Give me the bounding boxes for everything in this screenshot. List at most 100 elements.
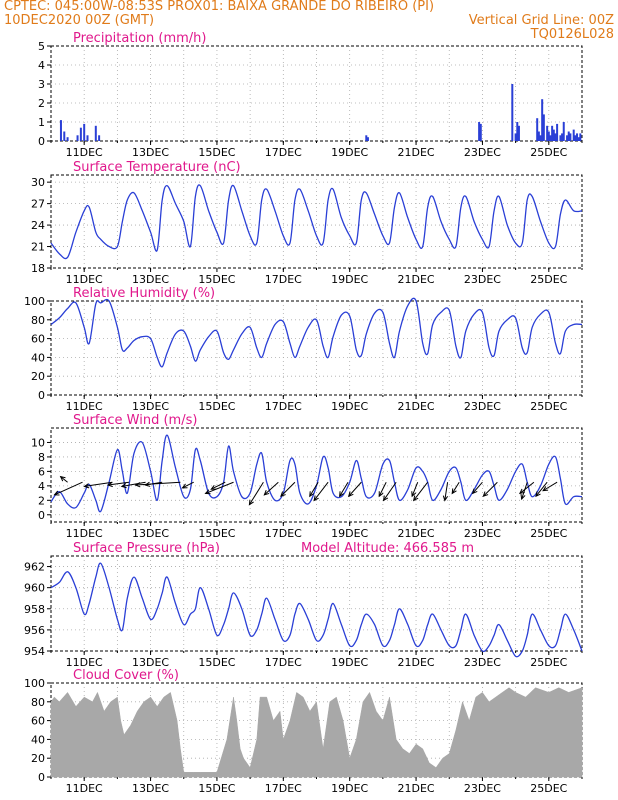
precip-bar (517, 125, 520, 141)
precip-bar (366, 137, 369, 141)
precip-bar (94, 125, 97, 141)
panel-6: 0 20 40 60 80 100 11DEC 13DEC 15DEC 17DEC 19DEC 21D… (24, 668, 583, 795)
precip-bar (572, 129, 575, 141)
wind-vector (472, 481, 483, 494)
precip-bar (511, 84, 514, 141)
wind-vector-head (520, 494, 526, 501)
precip-bar (63, 131, 66, 141)
plot-frame (50, 300, 583, 396)
wind-vector (182, 481, 194, 489)
wind-vector (263, 481, 279, 496)
x-tick-label: 11DEC (66, 273, 103, 286)
wind-vector-head (442, 495, 449, 502)
wind-vector (542, 481, 558, 492)
wind-vector-head (181, 483, 188, 489)
wind-vector (121, 481, 146, 487)
x-tick-label: 25DEC (530, 273, 567, 286)
precip-bar (551, 125, 554, 141)
y-tick-label: 80 (31, 314, 45, 327)
y-tick-label: 1 (38, 116, 45, 129)
x-tick-label: 23DEC (464, 656, 501, 669)
x-tick-label: 19DEC (331, 656, 368, 669)
panel-title: Surface Temperature (nC) (73, 160, 241, 175)
wind-vector (348, 481, 362, 497)
panel-title: Surface Wind (m/s) (73, 413, 197, 428)
precip-bar (536, 118, 539, 141)
x-tick-label: 13DEC (132, 656, 169, 669)
x-tick-label: 15DEC (198, 400, 235, 413)
x-tick-label: 11DEC (66, 146, 103, 159)
x-tick-label: 11DEC (66, 656, 103, 669)
wind-vector (451, 481, 460, 494)
precip-bar (516, 122, 519, 141)
x-tick-label: 25DEC (530, 782, 567, 795)
precip-bar (478, 122, 481, 141)
x-tick-label: 11DEC (66, 527, 103, 540)
precip-bar (365, 135, 368, 141)
x-tick-label: 15DEC (198, 146, 235, 159)
wind-vector-head (482, 491, 489, 498)
panel-title: Cloud Cover (%) (73, 668, 179, 683)
panel-title: Precipitation (mm/h) (73, 31, 206, 46)
panel-5: 954 956 958 960 962 11DEC 13DEC 15DEC 17DEC 19DEC… (24, 541, 583, 669)
wind-vector (84, 481, 113, 487)
wind-vector (519, 481, 535, 494)
precip-bar (559, 135, 562, 141)
y-tick-label: 21 (31, 241, 45, 254)
wind-vector-head (347, 491, 354, 498)
wind-vector (535, 481, 548, 497)
precip-bar (566, 135, 569, 141)
y-tick-label: 0 (38, 389, 45, 402)
wind-vector-head (382, 495, 389, 502)
x-tick-label: 25DEC (530, 400, 567, 413)
x-tick-label: 17DEC (265, 782, 302, 795)
x-tick-label: 11DEC (66, 782, 103, 795)
x-tick-label: 17DEC (265, 400, 302, 413)
y-tick-label: 100 (24, 295, 45, 308)
x-tick-label: 11DEC (66, 400, 103, 413)
wind-vector (211, 481, 226, 490)
wind-vector-head (210, 484, 217, 490)
series-line (50, 434, 583, 513)
precip-bar (546, 125, 549, 141)
y-tick-label: 20 (31, 752, 45, 765)
x-tick-label: 19DEC (331, 527, 368, 540)
wind-vector (280, 481, 296, 497)
precip-bar (83, 123, 86, 141)
y-tick-label: 960 (24, 582, 45, 595)
wind-vector (378, 482, 387, 497)
wind-vector-head (120, 483, 127, 489)
precip-bar (554, 133, 557, 141)
precip-bar (539, 135, 542, 141)
wind-vector (54, 481, 83, 496)
x-tick-label: 21DEC (398, 782, 435, 795)
wind-vector-head (471, 488, 478, 495)
wind-vector (313, 481, 329, 501)
cloud-cover-area (50, 687, 583, 778)
wind-vector (521, 482, 528, 500)
x-tick-label: 15DEC (198, 656, 235, 669)
wind-vector-head (134, 482, 141, 488)
y-tick-label: 958 (24, 603, 45, 616)
x-tick-label: 15DEC (198, 527, 235, 540)
y-tick-label: 80 (31, 696, 45, 709)
y-tick-label: 60 (31, 715, 45, 728)
wind-vector (383, 481, 397, 501)
precip-bar (79, 127, 82, 141)
wind-vector-head (144, 481, 151, 487)
chart-header: CPTEC: 045:00W-08:53S PROX01: BAIXA GRAN… (0, 0, 618, 46)
y-tick-label: 6 (38, 465, 45, 478)
precip-bar (66, 137, 69, 141)
precip-bar (562, 122, 565, 141)
x-tick-label: 15DEC (198, 273, 235, 286)
wind-vector-head (339, 491, 345, 498)
panel-title: Relative Humidity (%) (73, 286, 215, 301)
y-tick-label: 954 (24, 645, 45, 658)
x-tick-label: 23DEC (464, 400, 501, 413)
x-tick-label: 13DEC (132, 146, 169, 159)
y-tick-label: 956 (24, 624, 45, 637)
precip-bar (576, 133, 579, 141)
wind-vector-head (411, 491, 417, 498)
wind-vector-head (53, 490, 60, 496)
wind-vector-head (412, 495, 419, 502)
